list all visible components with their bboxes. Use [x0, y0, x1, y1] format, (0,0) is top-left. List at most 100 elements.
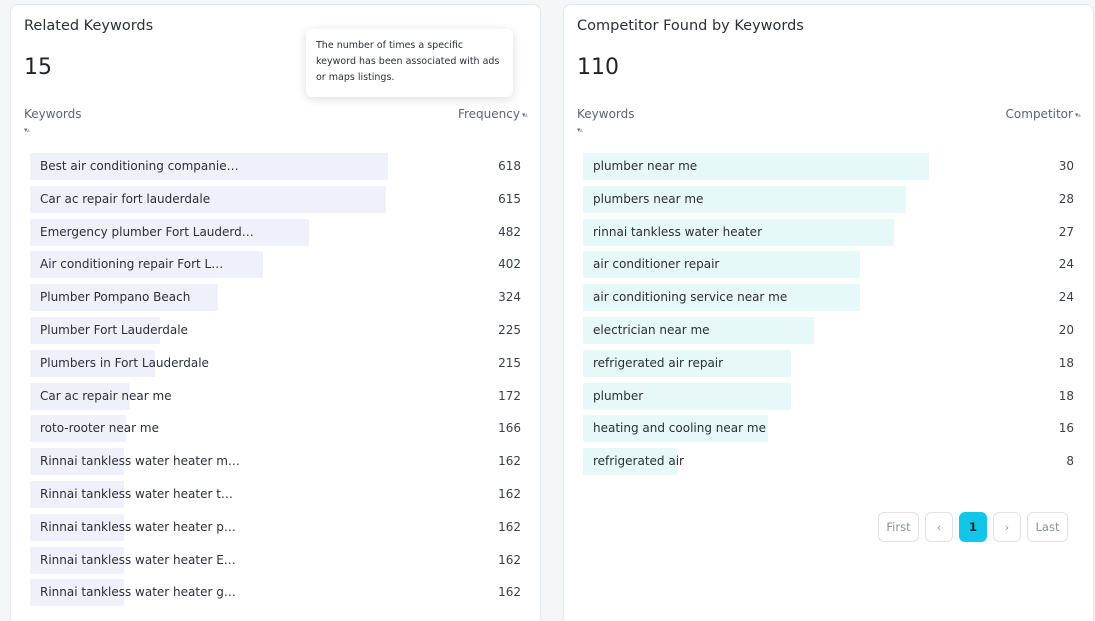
competitor-column-label: Competitor [1005, 107, 1073, 121]
list-item: Rinnai tankless water heater E… 162 [30, 546, 521, 580]
value-bar [30, 284, 218, 312]
sort-icon[interactable]: ▾▴ [24, 126, 30, 134]
competitor-keywords-list: plumber near me 30 plumbers near me 28 rinna… [583, 153, 1074, 481]
competitor-keywords-card: Competitor Found by Keywords 110 Keyword… [563, 4, 1094, 621]
prev-page-button[interactable]: ‹ [925, 512, 953, 542]
list-item: Plumber Fort Lauderdale 225 [30, 316, 521, 350]
keyword-label: Rinnai tankless water heater t… [40, 486, 233, 501]
value-bar [30, 185, 387, 213]
value-bar [30, 480, 124, 508]
list-item: Car ac repair near me 172 [30, 382, 521, 416]
keyword-value: 28 [1058, 191, 1074, 206]
keyword-value: 30 [1058, 159, 1074, 173]
pagination: First ‹ 1 › Last [878, 512, 1068, 542]
sort-icon[interactable]: ▾▴ [1074, 110, 1081, 119]
keyword-label: Car ac repair near me [40, 388, 172, 403]
keyword-label: plumber [593, 388, 644, 403]
keyword-label: Best air conditioning companie… [40, 159, 239, 173]
value-bar [583, 382, 791, 410]
list-item: refrigerated air 8 [583, 448, 1074, 481]
keyword-value: 162 [498, 454, 521, 469]
keyword-value: 162 [498, 519, 521, 534]
related-keywords-title: Related Keywords [24, 18, 154, 34]
frequency-column-label: Frequency [457, 107, 520, 121]
value-bar [583, 284, 860, 312]
keyword-value: 324 [498, 290, 521, 305]
list-item: Rinnai tankless water heater m… 162 [30, 448, 521, 481]
competitor-keywords-count: 110 [577, 55, 619, 80]
list-item: refrigerated air repair 18 [583, 349, 1074, 383]
list-item: electrician near me 20 [583, 316, 1074, 350]
keyword-value: 482 [498, 224, 521, 239]
list-item: plumbers near me 28 [583, 185, 1074, 219]
value-bar [583, 448, 677, 476]
keyword-value: 162 [498, 552, 521, 567]
keyword-label: refrigerated air repair [593, 355, 724, 370]
list-item: Rinnai tankless water heater t… 162 [30, 480, 521, 514]
value-bar [583, 415, 768, 443]
list-item [30, 612, 521, 621]
keyword-value: 615 [498, 191, 521, 206]
keyword-label: plumber near me [593, 159, 698, 173]
list-item: air conditioning service near me 24 [583, 284, 1074, 317]
keyword-label: Rinnai tankless water heater g… [40, 585, 236, 600]
keyword-value: 166 [498, 421, 521, 436]
related-keywords-count: 15 [24, 55, 52, 80]
value-bar [30, 218, 310, 246]
keyword-value: 18 [1058, 388, 1074, 403]
keyword-value: 215 [498, 355, 521, 370]
keyword-value: 20 [1058, 322, 1074, 337]
keyword-label: Rinnai tankless water heater m… [40, 454, 240, 469]
value-bar [30, 316, 161, 344]
list-item: plumber near me 30 [583, 153, 1074, 186]
list-item: Rinnai tankless water heater g… 162 [30, 579, 521, 612]
list-item: heating and cooling near me 16 [583, 415, 1074, 448]
last-page-button[interactable]: Last [1027, 512, 1068, 542]
keyword-label: Plumber Pompano Beach [40, 290, 191, 305]
sort-icon[interactable]: ▾▴ [577, 126, 583, 134]
keyword-value: 172 [498, 388, 521, 403]
value-bar [583, 153, 929, 180]
keyword-label: Plumber Fort Lauderdale [40, 322, 188, 337]
competitor-keywords-title: Competitor Found by Keywords [577, 18, 804, 34]
keyword-label: Car ac repair fort lauderdale [40, 191, 211, 206]
keyword-value: 162 [498, 486, 521, 501]
keyword-label: plumbers near me [593, 191, 704, 206]
value-bar [583, 251, 860, 279]
keyword-value: 24 [1058, 257, 1074, 272]
value-bar [30, 448, 124, 476]
keyword-value: 16 [1058, 421, 1074, 436]
first-page-button[interactable]: First [878, 512, 919, 542]
related-keywords-list: Best air conditioning companie… 618 Car ac… [30, 153, 521, 621]
list-item: Emergency plumber Fort Lauderd… 482 [30, 218, 521, 252]
value-bar [30, 579, 124, 607]
competitor-column-header[interactable]: Competitor ▾▴ [1005, 107, 1081, 121]
keyword-value: 162 [498, 585, 521, 600]
value-bar [30, 546, 124, 574]
value-bar [30, 513, 124, 541]
frequency-column-header[interactable]: Frequency ▾▴ [457, 107, 528, 121]
keyword-label: air conditioning service near me [593, 290, 788, 305]
list-item: Best air conditioning companie… 618 [30, 153, 521, 186]
related-keywords-card: Related Keywords 15 Keywords ▾▴ Frequenc… [10, 4, 541, 621]
keywords-column-header[interactable]: Keywords [577, 107, 635, 121]
current-page-button[interactable]: 1 [959, 512, 987, 542]
keyword-label: air conditioner repair [593, 257, 720, 272]
keyword-label: electrician near me [593, 322, 710, 337]
keywords-column-label: Keywords [24, 107, 82, 121]
sort-icon[interactable]: ▾▴ [521, 110, 528, 119]
keyword-label: refrigerated air [593, 454, 684, 469]
list-item: Rinnai tankless water heater p… 162 [30, 513, 521, 547]
value-bar [583, 349, 791, 377]
list-item: Plumbers in Fort Lauderdale 215 [30, 349, 521, 383]
value-bar [30, 251, 263, 279]
keyword-label: Rinnai tankless water heater p… [40, 519, 236, 534]
next-page-button[interactable]: › [993, 512, 1021, 542]
frequency-tooltip: The number of times a specific keyword h… [306, 29, 513, 97]
keyword-label: heating and cooling near me [593, 421, 766, 436]
list-item: plumber 18 [583, 382, 1074, 416]
value-bar [30, 415, 127, 443]
keywords-column-header[interactable]: Keywords [24, 107, 82, 121]
list-item: roto-rooter near me 166 [30, 415, 521, 448]
list-item: rinnai tankless water heater 27 [583, 218, 1074, 252]
